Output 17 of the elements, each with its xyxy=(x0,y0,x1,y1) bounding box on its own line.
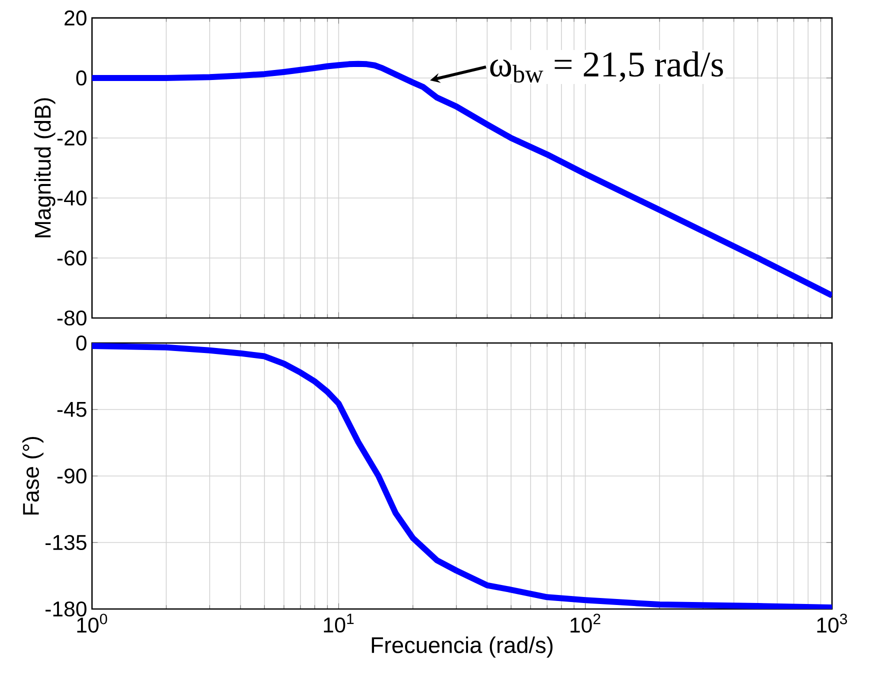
y-axis-title: Fase (°) xyxy=(22,436,44,515)
x-tick-label: 10$^{3}$ xyxy=(817,614,848,633)
annotation: ω$_{bw}$ = 21,5 rad/s xyxy=(490,51,723,83)
y-tick-label: -60 xyxy=(57,250,86,266)
y-tick-label: 20 xyxy=(64,10,86,26)
y-tick-label: -80 xyxy=(57,310,86,326)
y-tick-label: -135 xyxy=(46,534,86,550)
x-axis-title: Frecuencia (rad/s) xyxy=(372,636,553,658)
y-tick-label: -20 xyxy=(57,130,86,146)
x-tick-label: 10$^{2}$ xyxy=(570,614,600,633)
y-tick-label: -40 xyxy=(57,190,86,206)
y-tick-label: 0 xyxy=(76,70,86,86)
y-axis-title: Magnitud (dB) xyxy=(34,98,56,238)
y-tick-label: -45 xyxy=(57,402,86,417)
y-tick-label: -90 xyxy=(57,468,86,484)
y-tick-label: 0 xyxy=(76,335,86,351)
x-tick-label: 10$^{1}$ xyxy=(324,614,354,633)
